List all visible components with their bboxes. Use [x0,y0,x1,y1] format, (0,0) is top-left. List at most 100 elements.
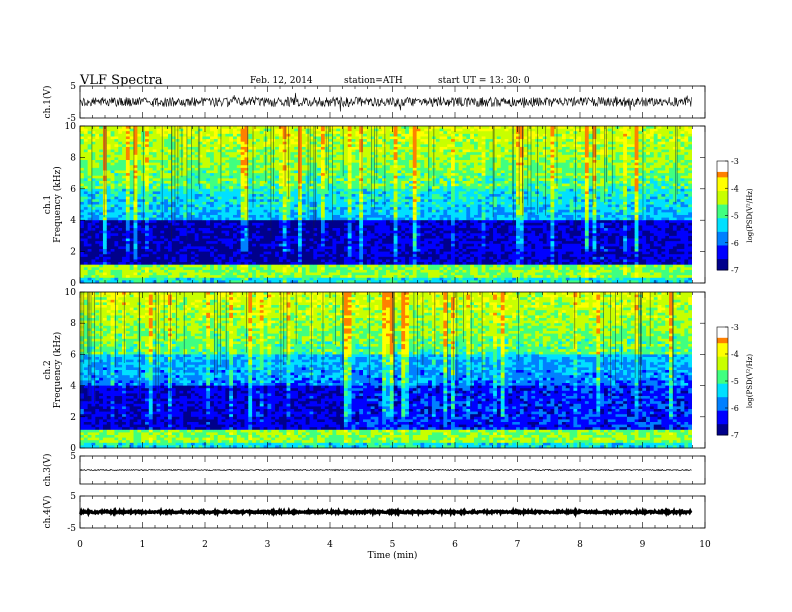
spectrogram-cell [122,231,126,234]
spectrogram-cell [122,259,126,262]
spectrogram-cell [160,246,164,249]
spectrogram-cell [137,139,141,142]
spectrogram-cell [107,131,111,134]
spectrogram-cell [321,134,325,137]
spectrogram-cell [375,236,379,239]
spectrogram-cell [130,267,134,270]
spectrogram-cell [137,236,141,239]
spectrogram-cell [237,165,241,168]
spectrogram-cell [283,267,287,270]
spectrogram-cell [382,249,386,252]
spectrogram-cell [229,267,233,270]
spectrogram-cell [310,202,314,205]
spectrogram-cell [359,207,363,210]
spectrogram-cell [137,207,141,210]
spectrogram-cell [134,267,138,270]
spectrogram-cell [256,259,260,262]
spectrogram-cell [302,181,306,184]
spectrogram-cell [290,233,294,236]
spectrogram-cell [145,205,149,208]
spectrogram-cell [317,176,321,179]
spectrogram-cell [386,202,390,205]
spectrogram-cell [287,215,291,218]
spectrogram-cell [179,259,183,262]
spectrogram-cell [256,129,260,132]
spectrogram-cell [206,246,210,249]
spectrogram-cell [206,215,210,218]
spectrogram-cell [252,267,256,270]
spectrogram-cell [222,275,226,278]
spectrogram-cell [114,254,118,257]
spectrogram-cell [88,270,92,273]
spectrogram-cell [149,252,153,255]
spectrogram-cell [394,257,398,260]
spectrogram-cell [122,273,126,276]
spectrogram-cell [390,160,394,163]
spectrogram-cell [153,207,157,210]
spectrogram-cell [275,139,279,142]
spectrogram-cell [237,157,241,160]
spectrogram-cell [107,184,111,187]
spectrogram-cell [157,249,161,252]
spectrogram-cell [390,173,394,176]
spectrogram-cell [363,205,367,208]
spectrogram-cell [137,212,141,215]
spectrogram-cell [283,212,287,215]
spectrogram-cell [336,212,340,215]
spectrogram-cell [172,189,176,192]
spectrogram-cell [229,189,233,192]
spectrogram-cell [397,136,401,139]
spectrogram-cell [172,207,176,210]
spectrogram-cell [287,244,291,247]
spectrogram-cell [202,173,206,176]
spectrogram-cell [229,249,233,252]
spectrogram-cell [336,142,340,145]
spectrogram-cell [394,178,398,181]
spectrogram-cell [275,267,279,270]
spectrogram-cell [145,231,149,234]
spectrogram-cell [378,139,382,142]
spectrogram-cell [149,207,153,210]
spectrogram-cell [126,207,130,210]
spectrogram-cell [244,150,248,153]
spectrogram-cell [210,275,214,278]
spectrogram-cell [195,241,199,244]
spectrogram-cell [233,246,237,249]
spectrogram-cell [275,168,279,171]
spectrogram-cell [195,267,199,270]
spectrogram-cell [329,275,333,278]
spectrogram-cell [355,147,359,150]
spectrogram-cell [317,249,321,252]
spectrogram-cell [394,259,398,262]
spectrogram-cell [344,207,348,210]
spectrogram-cell [355,178,359,181]
spectrogram-cell [130,259,134,262]
spectrogram-cell [394,239,398,242]
spectrogram-cell [302,160,306,163]
spectrogram-cell [233,220,237,223]
spectrogram-cell [382,265,386,268]
spectrogram-cell [371,270,375,273]
spectrogram-cell [382,231,386,234]
spectrogram-cell [248,178,252,181]
spectrogram-cell [107,165,111,168]
spectrogram-cell [126,155,130,158]
spectrogram-cell [84,129,88,132]
spectrogram-cell [183,265,187,268]
spectrogram-cell [103,241,107,244]
spectrogram-cell [363,207,367,210]
spectrogram-cell [244,170,248,173]
spectrogram-cell [160,233,164,236]
spectrogram-cell [233,275,237,278]
spectrogram-cell [332,246,336,249]
spectrogram-cell [264,252,268,255]
spectrogram-cell [378,254,382,257]
spectrogram-cell [325,228,329,231]
spectrogram-cell [114,144,118,147]
spectrogram-cell [149,176,153,179]
spectrogram-cell [199,218,203,221]
spectrogram-cell [386,220,390,223]
spectrogram-cell [287,246,291,249]
spectrogram-cell [378,181,382,184]
spectrogram-cell [394,265,398,268]
